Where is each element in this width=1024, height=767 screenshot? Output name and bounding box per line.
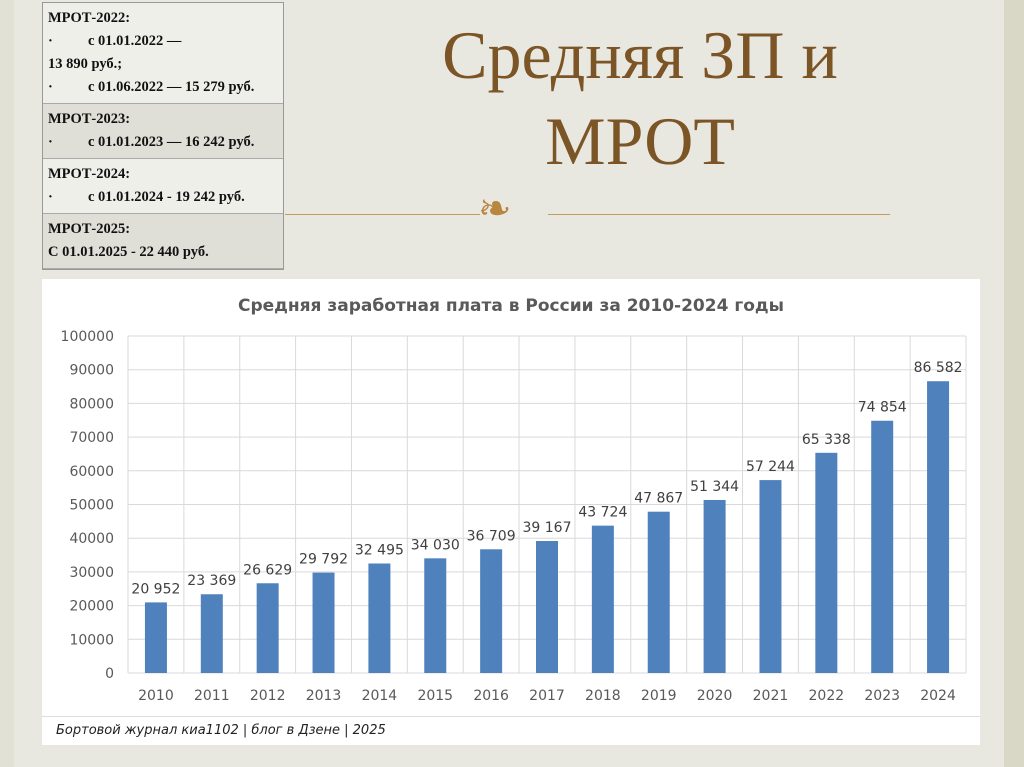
- x-tick-label: 2021: [753, 688, 789, 704]
- bar-2010: [144, 602, 167, 673]
- bullet: ·: [48, 189, 53, 205]
- bar-2024: [927, 381, 950, 673]
- bar-2011: [200, 594, 223, 673]
- bullet: ·: [48, 79, 53, 95]
- mrot-line: · с 01.06.2022 — 15 279 руб.: [48, 76, 278, 99]
- chart-title: Средняя заработная плата в России за 201…: [238, 296, 784, 316]
- mrot-line: · с 01.01.2022 —: [48, 30, 278, 53]
- x-tick-label: 2023: [864, 688, 900, 704]
- mrot-header: МРОТ-2023:: [48, 111, 131, 127]
- data-label: 23 369: [187, 573, 236, 589]
- bullet: ·: [48, 33, 53, 49]
- data-label: 26 629: [243, 562, 292, 578]
- data-label: 74 854: [858, 400, 907, 416]
- data-label: 43 724: [578, 505, 627, 521]
- slide-left-border: [0, 0, 14, 767]
- data-label: 65 338: [802, 432, 851, 448]
- bar-2019: [647, 511, 670, 673]
- mrot-text: с 01.01.2023 — 16 242 руб.: [88, 134, 255, 150]
- y-tick-label: 50000: [69, 498, 114, 514]
- y-tick-label: 20000: [69, 599, 114, 615]
- bar-2023: [871, 420, 894, 673]
- x-tick-label: 2022: [809, 688, 845, 704]
- mrot-row: МРОТ-2022: · с 01.01.2022 — 13 890 руб.; · с …: [43, 3, 283, 104]
- data-label: 20 952: [131, 581, 180, 597]
- x-tick-label: 2016: [473, 688, 509, 704]
- mrot-header: МРОТ-2024:: [48, 166, 131, 182]
- mrot-text: С 01.01.2025 - 22 440 руб.: [48, 244, 209, 260]
- data-label: 47 867: [634, 491, 683, 507]
- data-label: 39 167: [523, 520, 572, 536]
- data-label: 86 582: [914, 360, 963, 376]
- data-label: 51 344: [690, 479, 739, 495]
- bar-chart: Средняя заработная плата в России за 201…: [61, 296, 967, 704]
- x-tick-label: 2024: [920, 688, 956, 704]
- x-tick-label: 2020: [697, 688, 733, 704]
- bar-2021: [759, 480, 782, 673]
- mrot-line: 13 890 руб.;: [48, 53, 278, 76]
- mrot-row: МРОТ-2025: С 01.01.2025 - 22 440 руб.: [43, 214, 283, 269]
- bar-2015: [424, 558, 447, 673]
- mrot-text: с 01.06.2022 — 15 279 руб.: [88, 79, 255, 95]
- x-tick-label: 2014: [362, 688, 398, 704]
- slide-title: Средняя ЗП и МРОТ: [442, 17, 838, 179]
- footer-text: Бортовой журнал киа1102 | блог в Дзене |…: [56, 723, 386, 738]
- y-tick-label: 30000: [69, 565, 114, 581]
- x-tick-label: 2012: [250, 688, 286, 704]
- divider-line-left: [285, 214, 480, 215]
- mrot-line: · с 01.01.2024 - 19 242 руб.: [48, 186, 278, 209]
- data-label: 32 495: [355, 542, 404, 558]
- y-tick-label: 80000: [69, 396, 114, 412]
- y-tick-label: 60000: [69, 464, 114, 480]
- data-label: 29 792: [299, 552, 348, 568]
- y-tick-label: 40000: [69, 531, 114, 547]
- x-tick-label: 2010: [138, 688, 174, 704]
- mrot-text: 13 890 руб.;: [48, 56, 123, 72]
- y-tick-label: 0: [105, 666, 114, 682]
- slide-right-border: [1004, 0, 1024, 767]
- bar-2022: [815, 452, 838, 673]
- mrot-header: МРОТ-2025:: [48, 221, 131, 237]
- bar-2013: [312, 572, 335, 673]
- mrot-text: с 01.01.2024 - 19 242 руб.: [88, 189, 245, 205]
- mrot-header: МРОТ-2022:: [48, 10, 131, 26]
- y-tick-label: 100000: [61, 329, 114, 345]
- bar-2012: [256, 583, 279, 673]
- x-tick-label: 2011: [194, 688, 230, 704]
- x-tick-label: 2015: [417, 688, 453, 704]
- bar-2017: [536, 541, 558, 673]
- x-tick-label: 2017: [529, 688, 565, 704]
- x-tick-label: 2018: [585, 688, 621, 704]
- y-tick-label: 90000: [69, 363, 114, 379]
- bar-2018: [591, 525, 614, 673]
- data-label: 36 709: [467, 528, 516, 544]
- mrot-row: МРОТ-2023: · с 01.01.2023 — 16 242 руб.: [43, 104, 283, 159]
- y-tick-label: 70000: [69, 430, 114, 446]
- x-tick-label: 2019: [641, 688, 677, 704]
- bar-2020: [703, 499, 726, 673]
- mrot-table: МРОТ-2022: · с 01.01.2022 — 13 890 руб.; · с …: [42, 2, 284, 270]
- chart-image: Средняя заработная плата в России за 201…: [42, 279, 980, 745]
- flourish-icon: ❧: [478, 186, 512, 232]
- bar-2014: [368, 563, 391, 673]
- bullet: ·: [48, 134, 53, 150]
- footer-caption: Бортовой журнал киа1102 | блог в Дзене |…: [42, 716, 980, 746]
- mrot-text: с 01.01.2022 —: [88, 33, 182, 49]
- bar-2016: [480, 549, 503, 673]
- mrot-line: С 01.01.2025 - 22 440 руб.: [48, 241, 278, 264]
- data-label: 34 030: [411, 537, 460, 553]
- mrot-row: МРОТ-2024: · с 01.01.2024 - 19 242 руб.: [43, 159, 283, 214]
- data-label: 57 244: [746, 459, 795, 475]
- y-tick-label: 10000: [69, 632, 114, 648]
- mrot-line: · с 01.01.2023 — 16 242 руб.: [48, 131, 278, 154]
- x-tick-label: 2013: [306, 688, 342, 704]
- divider-line-right: [548, 214, 890, 215]
